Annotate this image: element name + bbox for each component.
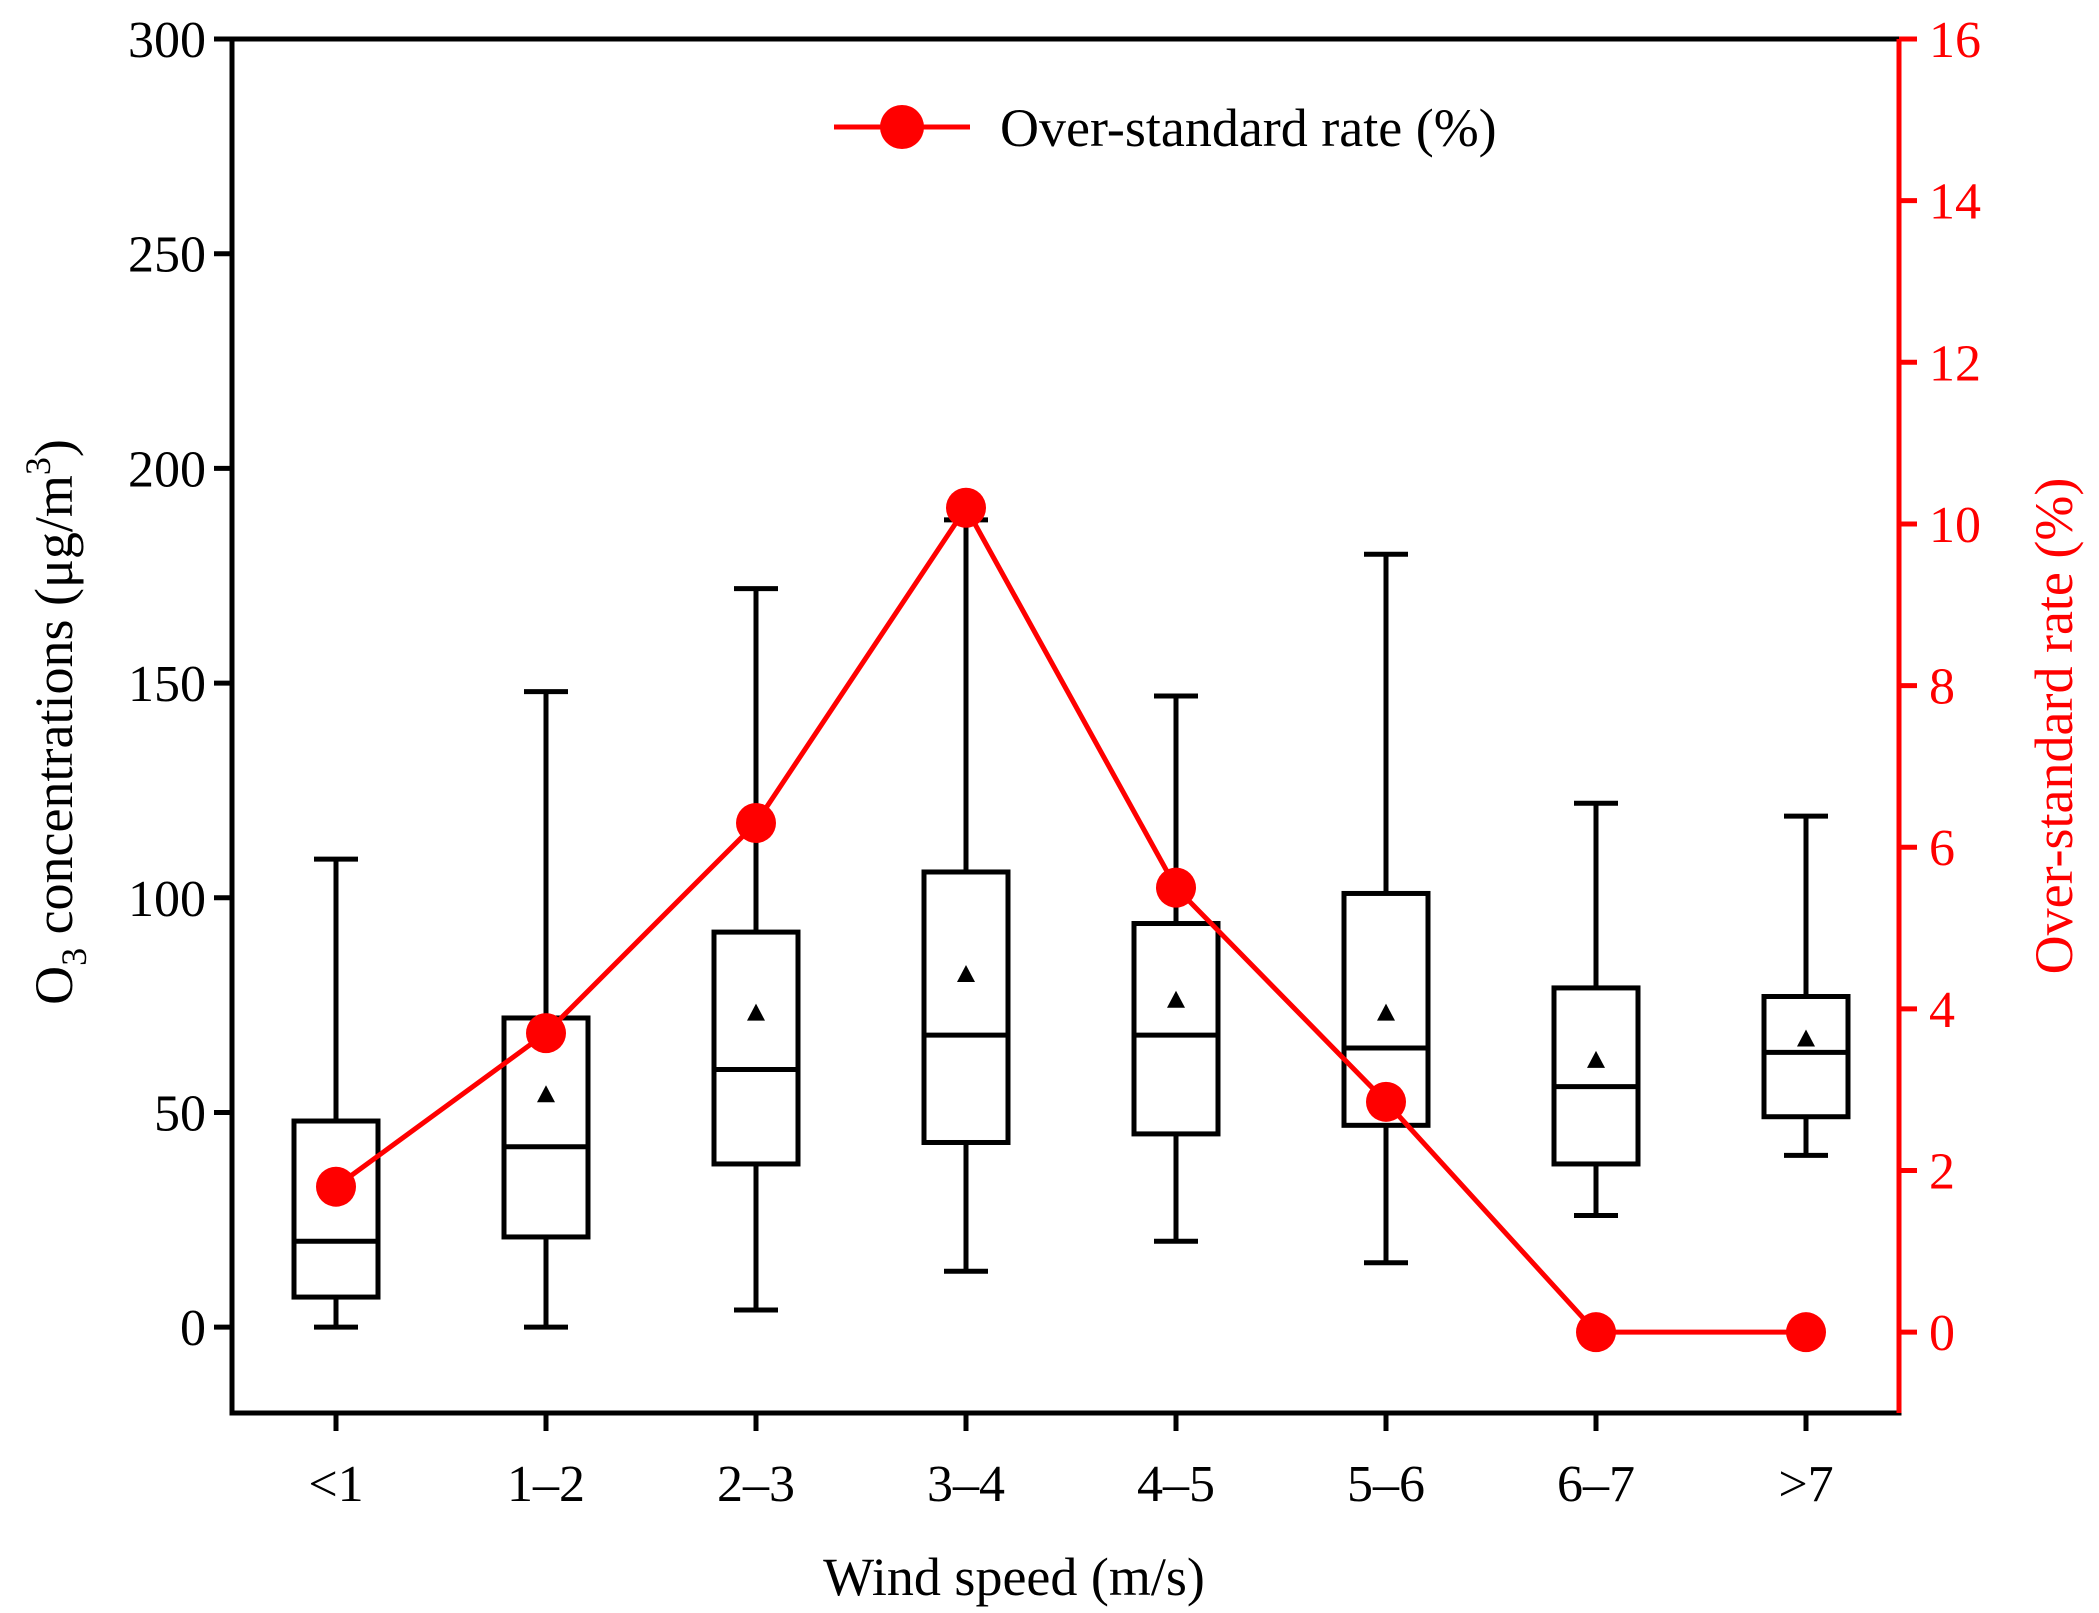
left-y-tick-label: 250 — [128, 227, 206, 284]
right-y-axis: 0 2 4 6 8 10 12 14 16 — [1899, 12, 1981, 1362]
box-series — [291, 517, 1851, 1330]
plot-frame — [229, 36, 1902, 1416]
left-y-axis-title: O3 concentrations (μg/m3) — [18, 439, 94, 1005]
left-y-tick-label: 50 — [154, 1085, 206, 1142]
ylabel-superscript: 3 — [18, 457, 58, 475]
left-y-tick-label: 300 — [128, 12, 206, 69]
right-y-tick-label: 2 — [1929, 1144, 1955, 1201]
right-y-tick-label: 0 — [1929, 1305, 1955, 1362]
mean-marker — [957, 965, 975, 983]
legend-marker-swatch — [880, 105, 924, 149]
box-body — [921, 869, 1011, 1145]
x-tick-label: 4–5 — [1137, 1456, 1215, 1513]
x-axis-title: Wind speed (m/s) — [823, 1547, 1205, 1607]
box-body — [1551, 985, 1641, 1167]
legend-label: Over-standard rate (%) — [1000, 98, 1497, 158]
box-body — [1761, 994, 1851, 1120]
box-2 — [501, 689, 591, 1330]
right-y-tick-label: 10 — [1929, 497, 1981, 554]
mean-marker — [1587, 1050, 1605, 1068]
box-7 — [1551, 800, 1641, 1218]
rate-point — [736, 802, 776, 843]
right-y-tick-label: 14 — [1929, 174, 1981, 231]
ylabel-middle: concentrations (μg/m — [24, 475, 84, 948]
box-4 — [921, 517, 1011, 1274]
right-y-tick-label: 6 — [1929, 820, 1955, 877]
mean-marker — [537, 1085, 555, 1103]
x-tick-label: 6–7 — [1557, 1456, 1635, 1513]
x-tick-label: <1 — [308, 1456, 363, 1513]
mean-marker — [1167, 990, 1185, 1008]
mean-marker — [1377, 1003, 1395, 1021]
left-y-tick-label: 150 — [128, 656, 206, 713]
right-y-tick-label: 8 — [1929, 659, 1955, 716]
box-body — [711, 929, 801, 1167]
box-3 — [711, 586, 801, 1313]
ylabel-subscript: 3 — [54, 948, 94, 966]
legend: Over-standard rate (%) — [834, 98, 1497, 158]
left-y-tick-label: 0 — [180, 1300, 206, 1357]
over-standard-rate-series — [316, 487, 1826, 1353]
x-tick-label: >7 — [1778, 1456, 1833, 1513]
ylabel-suffix: ) — [24, 439, 84, 457]
rate-point — [526, 1013, 566, 1054]
right-y-axis-title: Over-standard rate (%) — [2024, 478, 2084, 975]
rate-point — [946, 487, 986, 528]
right-y-tick-label: 4 — [1929, 982, 1955, 1039]
rate-point — [1576, 1312, 1616, 1353]
x-tick-label: 2–3 — [717, 1456, 795, 1513]
x-tick-label: 1–2 — [507, 1456, 585, 1513]
box-body — [291, 1118, 381, 1300]
box-8 — [1761, 813, 1851, 1158]
rate-point — [1366, 1081, 1406, 1122]
box-6 — [1341, 551, 1431, 1266]
rate-point — [1156, 867, 1196, 908]
left-y-tick-label: 200 — [128, 441, 206, 498]
mean-marker — [747, 1003, 765, 1021]
left-y-tick-label: 100 — [128, 871, 206, 928]
x-tick-label: 5–6 — [1347, 1456, 1425, 1513]
box-1 — [291, 856, 381, 1330]
right-y-tick-label: 16 — [1929, 12, 1981, 69]
rate-point — [316, 1166, 356, 1207]
mean-marker — [1797, 1029, 1815, 1047]
box-5 — [1131, 693, 1221, 1244]
x-axis: <1 1–2 2–3 3–4 4–5 5–6 6–7 >7 — [308, 1413, 1834, 1513]
ylabel-prefix: O — [24, 966, 84, 1005]
rate-point — [1786, 1312, 1826, 1353]
rate-line-path — [334, 502, 1806, 1335]
box-body — [1131, 921, 1221, 1137]
left-y-axis: 0 50 100 150 200 250 300 — [128, 12, 232, 1357]
x-tick-label: 3–4 — [927, 1456, 1005, 1513]
right-y-tick-label: 12 — [1929, 335, 1981, 392]
